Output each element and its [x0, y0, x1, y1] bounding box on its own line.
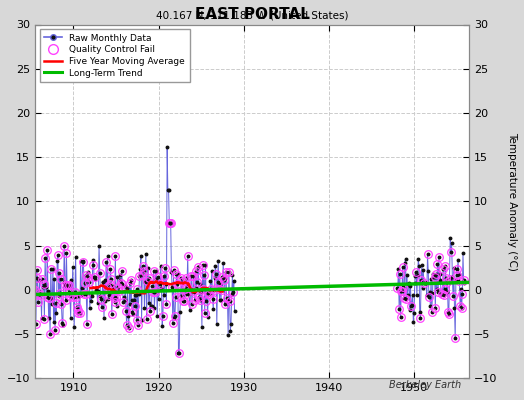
Text: 40.167 N, 111.183 W (United States): 40.167 N, 111.183 W (United States): [156, 11, 348, 21]
Y-axis label: Temperature Anomaly (°C): Temperature Anomaly (°C): [507, 132, 517, 271]
Text: Berkeley Earth: Berkeley Earth: [389, 380, 461, 390]
Title: EAST PORTAL: EAST PORTAL: [195, 7, 310, 22]
Legend: Raw Monthly Data, Quality Control Fail, Five Year Moving Average, Long-Term Tren: Raw Monthly Data, Quality Control Fail, …: [40, 29, 190, 82]
